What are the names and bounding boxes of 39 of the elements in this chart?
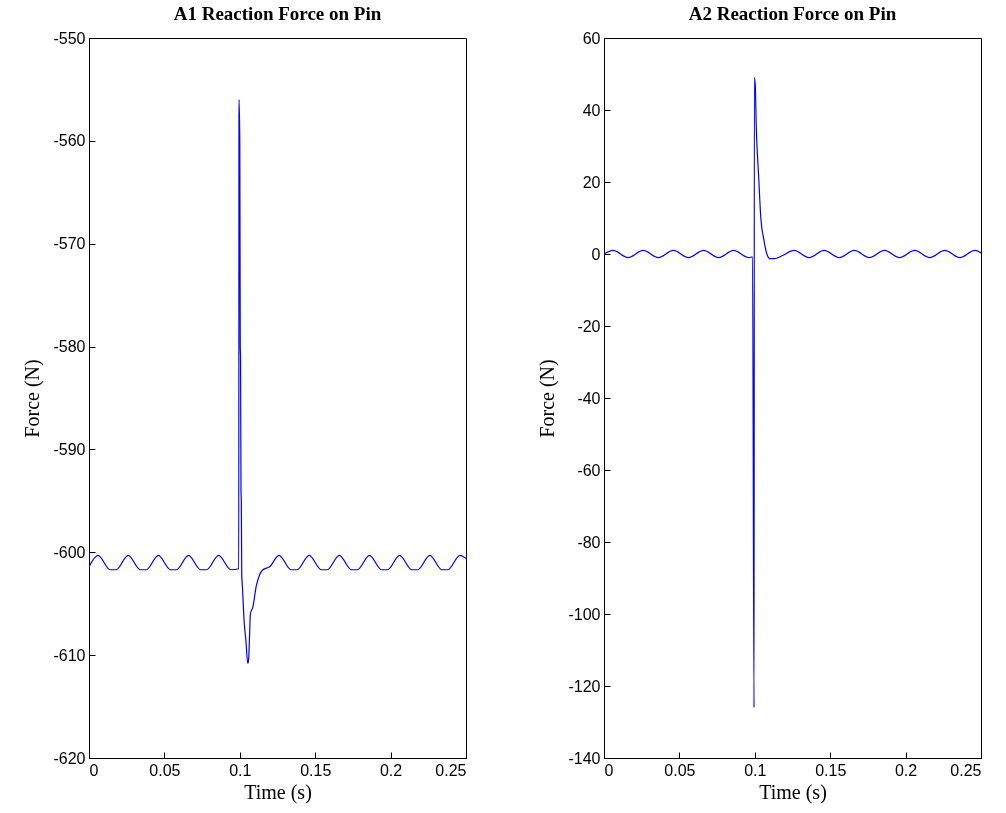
y-tick-label: 20 bbox=[582, 173, 601, 191]
line-series bbox=[89, 99, 466, 664]
x-tick-label: 0.25 bbox=[950, 761, 982, 779]
line-series bbox=[604, 77, 981, 709]
x-tick-label: 0 bbox=[604, 761, 614, 779]
x-tick-label: 0 bbox=[89, 761, 99, 779]
x-tick-label: 0.2 bbox=[894, 761, 918, 779]
y-tick-label: -580 bbox=[53, 338, 86, 356]
x-tick-label: 0.05 bbox=[149, 761, 181, 779]
y-tick-label: -60 bbox=[577, 461, 601, 479]
y-tick-label: -100 bbox=[568, 605, 601, 623]
x-tick-label: 0.15 bbox=[815, 761, 847, 779]
x-axis-title: Time (s) bbox=[244, 780, 312, 804]
y-tick-label: -550 bbox=[53, 29, 86, 47]
chart-title: A1 Reaction Force on Pin bbox=[173, 3, 382, 24]
x-tick-label: 0.1 bbox=[744, 761, 767, 779]
y-tick-label: -20 bbox=[577, 317, 601, 335]
y-tick-label: 60 bbox=[582, 29, 601, 47]
y-tick-label: -40 bbox=[577, 389, 601, 407]
chart-title: A2 Reaction Force on Pin bbox=[688, 3, 897, 24]
x-tick-label: 0.2 bbox=[379, 761, 403, 779]
y-tick-label: -560 bbox=[53, 132, 86, 150]
x-tick-label: 0.15 bbox=[300, 761, 332, 779]
y-axis-title: Force (N) bbox=[536, 359, 560, 438]
y-tick-label: -140 bbox=[568, 749, 601, 767]
y-tick-label: -620 bbox=[53, 749, 86, 767]
y-tick-label: -80 bbox=[577, 533, 601, 551]
y-tick-label: 40 bbox=[582, 101, 601, 119]
y-tick-label: 0 bbox=[591, 245, 601, 263]
x-tick-label: 0.05 bbox=[664, 761, 696, 779]
y-tick-label: -570 bbox=[53, 235, 86, 253]
x-tick-label: 0.1 bbox=[229, 761, 252, 779]
x-tick-label: 0.25 bbox=[435, 761, 467, 779]
y-tick-label: -600 bbox=[53, 543, 86, 561]
y-tick-label: -610 bbox=[53, 646, 86, 664]
y-axis-title: Force (N) bbox=[21, 359, 45, 438]
y-tick-label: -120 bbox=[568, 677, 601, 695]
y-tick-label: -590 bbox=[53, 440, 86, 458]
x-axis-title: Time (s) bbox=[759, 780, 827, 804]
